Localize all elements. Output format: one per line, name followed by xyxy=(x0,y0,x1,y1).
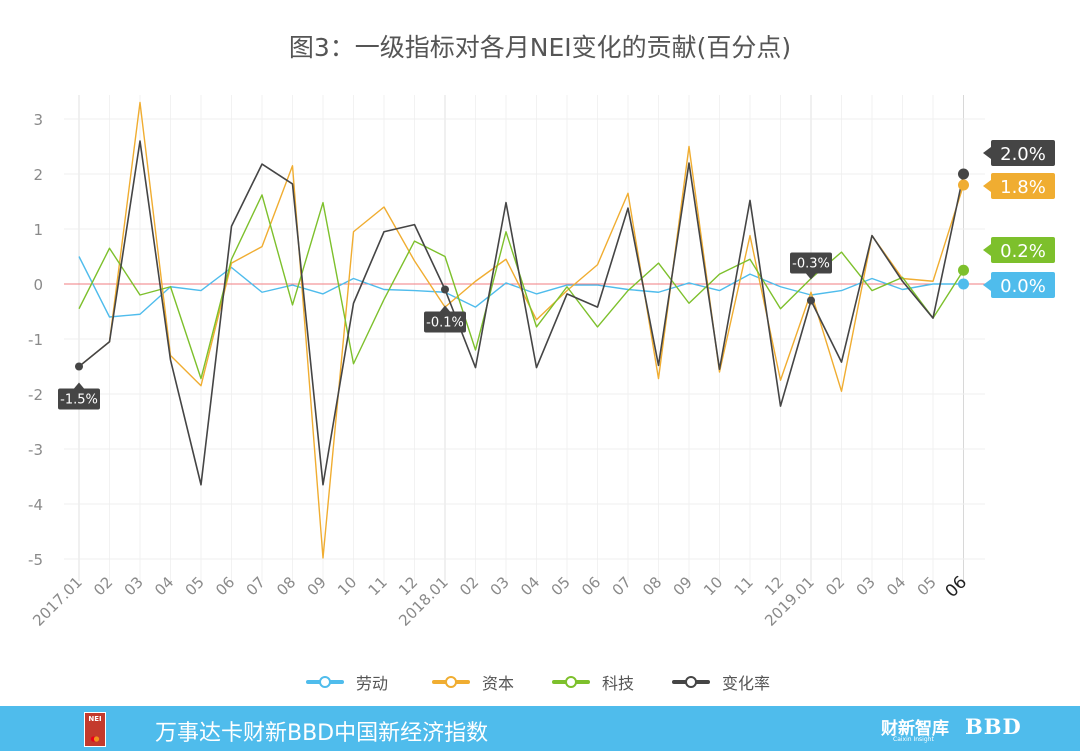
callout-text: -1.5% xyxy=(60,393,98,408)
caixin-insight-sub: Caixin Insight xyxy=(893,736,934,743)
x-tick-label: 11 xyxy=(365,573,391,599)
x-tick-label: 04 xyxy=(517,573,543,599)
callout-box xyxy=(424,311,466,333)
x-tick-label: 02 xyxy=(822,573,848,599)
y-tick-label: -3 xyxy=(28,441,43,459)
chart-legend: 劳动 资本 科技 变化率 xyxy=(0,669,1080,695)
series-line-1 xyxy=(78,101,965,559)
x-tick-label: 07 xyxy=(243,573,269,599)
end-label-box xyxy=(991,173,1055,199)
end-label-box xyxy=(991,272,1055,298)
end-label-pointer xyxy=(983,180,991,192)
callout-label: -0.1% xyxy=(424,305,466,333)
x-tick-label: 05 xyxy=(914,573,940,599)
series-line-2 xyxy=(78,194,965,380)
legend-swatch-capital-icon xyxy=(432,669,470,695)
x-tick-label: 02 xyxy=(456,573,482,599)
y-tick-label: -4 xyxy=(28,496,43,514)
y-tick-label: 3 xyxy=(33,111,43,129)
callout-pointer xyxy=(440,305,450,312)
x-tick-label: 02 xyxy=(90,573,116,599)
x-tick-label: 03 xyxy=(121,573,147,599)
series-line-3 xyxy=(78,140,965,486)
legend-label: 资本 xyxy=(482,674,515,693)
end-value-label: 0.2% xyxy=(983,237,1055,263)
legend-item-labor[interactable]: 劳动 xyxy=(306,669,388,695)
end-value-label: 0.0% xyxy=(983,272,1055,298)
x-tick-label: 11 xyxy=(731,573,757,599)
callout-point xyxy=(441,285,449,294)
end-value-label: 1.8% xyxy=(983,173,1055,199)
y-tick-label: -5 xyxy=(28,551,43,569)
x-tick-label: 03 xyxy=(487,573,513,599)
legend-label: 变化率 xyxy=(722,674,771,693)
callout-point xyxy=(807,296,815,305)
x-tick-label: 10 xyxy=(700,573,726,599)
nei-logo-icon: NEI xyxy=(84,712,106,747)
x-tick-label: 04 xyxy=(151,573,177,599)
series-end-point xyxy=(958,179,969,191)
callout-label: -1.5% xyxy=(58,382,100,410)
legend-swatch-labor-icon xyxy=(306,669,344,695)
callout-text: -0.3% xyxy=(792,257,830,272)
chart-title: 图3：一级指标对各月NEI变化的贡献(百分点) xyxy=(288,33,792,62)
footer-bar: NEI 万事达卡财新BBD中国新经济指数 财新智库 Caixin Insight… xyxy=(0,706,1080,751)
callout-point xyxy=(75,362,83,371)
end-label-box xyxy=(991,140,1055,166)
end-label-text: 0.0% xyxy=(1000,276,1046,297)
x-tick-label: 05 xyxy=(548,573,574,599)
legend-item-capital[interactable]: 资本 xyxy=(432,669,514,695)
x-tick-label: 06 xyxy=(942,572,971,601)
callout-pointer xyxy=(74,382,84,389)
x-tick-label: 07 xyxy=(609,573,635,599)
footer-title: 万事达卡财新BBD中国新经济指数 xyxy=(155,721,489,746)
callout-box xyxy=(790,252,832,274)
end-label-pointer xyxy=(983,244,991,256)
bbd-logo: BBD xyxy=(965,714,1022,739)
x-tick-label: 10 xyxy=(334,573,360,599)
series-end-point xyxy=(958,264,969,276)
callout-label: -0.3% xyxy=(790,252,832,280)
callout-box xyxy=(58,388,100,410)
end-label-text: 0.2% xyxy=(1000,241,1046,262)
legend-item-change-rate[interactable]: 变化率 xyxy=(672,669,770,695)
legend-swatch-change-rate-icon xyxy=(672,669,710,695)
x-tick-label: 09 xyxy=(304,573,330,599)
y-tick-label: 2 xyxy=(33,166,43,184)
callout-text: -0.1% xyxy=(426,316,464,331)
legend-label: 劳动 xyxy=(356,674,389,693)
legend-item-tech[interactable]: 科技 xyxy=(552,669,634,695)
x-tick-label: 08 xyxy=(639,573,665,599)
end-label-pointer xyxy=(983,279,991,291)
legend-swatch-tech-icon xyxy=(552,669,590,695)
x-tick-label: 08 xyxy=(273,573,299,599)
callout-pointer xyxy=(806,273,816,280)
y-tick-label: -2 xyxy=(28,386,43,404)
y-tick-label: -1 xyxy=(28,331,43,349)
end-value-label: 2.0% xyxy=(983,140,1055,166)
x-tick-label: 05 xyxy=(182,573,208,599)
x-tick-label: 03 xyxy=(853,573,879,599)
legend-label: 科技 xyxy=(602,674,635,693)
series-end-point xyxy=(958,168,969,180)
x-tick-label: 2017.01 xyxy=(29,573,86,630)
end-label-pointer xyxy=(983,147,991,159)
y-tick-label: 0 xyxy=(33,276,43,294)
caixin-insight-logo: 财新智库 xyxy=(881,719,949,739)
series-end-point xyxy=(958,278,969,290)
x-tick-label: 06 xyxy=(212,573,238,599)
y-tick-label: 1 xyxy=(33,221,43,239)
x-tick-label: 04 xyxy=(883,573,909,599)
x-tick-label: 06 xyxy=(578,573,604,599)
x-tick-label: 09 xyxy=(670,573,696,599)
end-label-text: 2.0% xyxy=(1000,144,1046,165)
end-label-text: 1.8% xyxy=(1000,177,1046,198)
end-label-box xyxy=(991,237,1055,263)
